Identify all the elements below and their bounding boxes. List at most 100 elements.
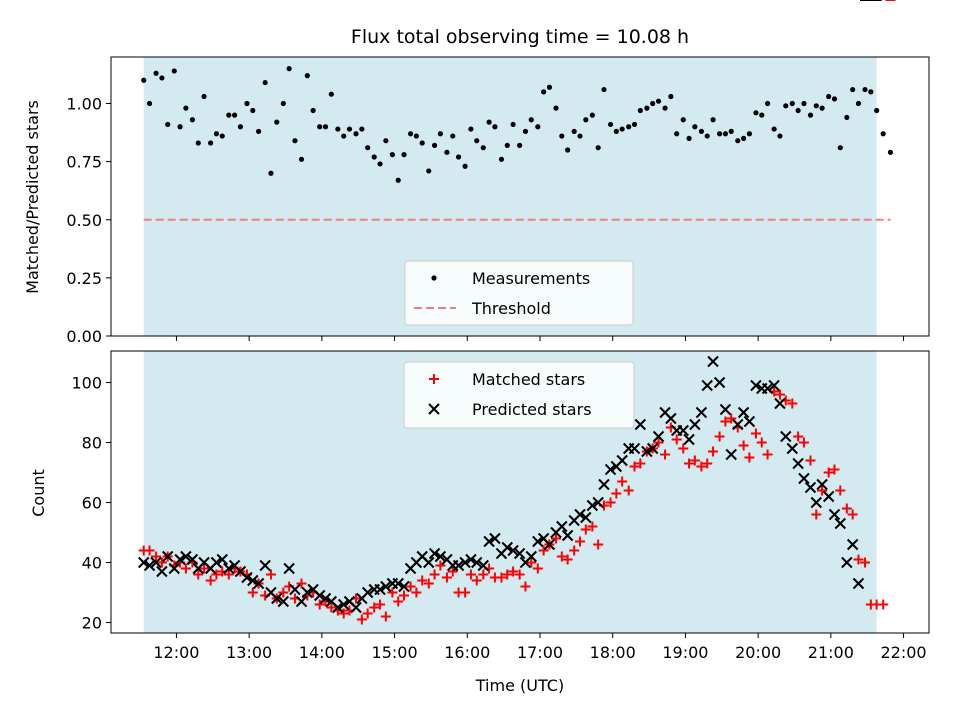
measurement-point [522,128,529,134]
predicted-star-point [780,430,792,443]
predicted-star-point [313,589,326,602]
predicted-star-point [301,586,314,599]
matched-star-point [356,614,367,625]
predicted-star-point [428,547,441,560]
top-y-tick-label: 0.50 [66,211,102,230]
predicted-star-point [628,442,641,455]
measurement-point [213,131,220,137]
matched-star-point [702,458,713,469]
matched-star-point [435,560,446,571]
matched-star-point [417,575,428,586]
predicted-star-point [223,562,235,575]
matched-star-point [447,566,458,577]
predicted-star-point [168,562,180,575]
measurement-point [244,100,250,107]
matched-star-point [393,596,404,607]
predicted-star-point [483,535,495,548]
bottom-x-tick-label: 12:00 [153,643,199,662]
measurement-point [571,128,577,134]
measurement-point [365,145,371,151]
matched-star-point [714,431,725,442]
measurement-point [304,73,310,79]
matched-star-point [265,569,276,580]
measurement-point [662,105,668,111]
top-panel: 0.00 0.25 0.50 0.75 1.00 Flux total observin… [23,26,930,346]
matched-star-point [611,488,622,499]
measurement-point [419,140,425,146]
matched-star-point [629,461,640,472]
matched-star-point [199,563,210,574]
measurement-point [346,126,353,132]
matched-star-point [798,437,809,448]
measurement-point [680,117,686,123]
matched-star-point [623,485,634,496]
measurement-point [280,100,286,107]
measurement-point [704,133,710,139]
measurement-point [165,121,171,128]
measurement-point [444,149,450,155]
predicted-star-point [186,553,199,566]
top-axes-frame [110,56,930,337]
measurement-point [577,133,583,139]
measurement-point [341,133,347,139]
measurement-point [631,121,638,128]
measurement-point [389,152,395,158]
predicted-star-point [283,562,295,575]
predicted-star-point [580,511,592,524]
measurement-point [401,152,407,158]
matched-star-point [460,587,471,598]
measurement-point [328,91,334,97]
measurement-point [837,145,843,151]
matched-stars-points [138,0,896,625]
measurement-point [735,138,741,144]
predicted-star-point [732,418,744,431]
measurement-point [777,133,783,139]
predicted-star-point [804,481,817,494]
measurement-point [450,133,456,139]
measurement-point [692,124,698,130]
measurement-point [626,124,632,130]
matched-star-point [326,602,337,613]
predicted-star-point [695,406,708,419]
measurement-point [595,145,601,151]
measurement-point [474,138,480,144]
predicted-star-point [337,598,350,611]
top-y-tick-label: 0.00 [66,327,102,346]
bottom-x-tick-label: 16:00 [444,643,490,662]
measurement-point [195,140,201,146]
top-x-ticks [175,336,905,341]
measurement-point [831,96,838,102]
measurement-point [274,119,280,125]
measurement-point [201,93,207,100]
top-legend: Measurements Threshold [404,260,634,326]
measurement-point [437,131,443,137]
predicted-star-point [834,517,846,530]
measurement-point [298,156,305,162]
measurement-point [322,124,329,130]
measurement-point [353,131,359,137]
predicted-star-point [350,601,362,614]
measurement-point [455,154,462,160]
measurement-point [383,138,389,144]
predicted-star-point [180,550,192,563]
matched-star-point [635,458,646,469]
matched-star-point [180,563,191,574]
matched-star-point [878,599,889,610]
predicted-star-point [810,496,823,509]
predicted-star-point [707,355,719,368]
measurement-point [880,131,886,137]
measurement-point [546,84,553,90]
matched-star-point [774,389,785,400]
measurement-point [601,86,607,93]
measurement-point [589,112,595,118]
predicted-star-point [604,463,617,476]
predicted-star-point [398,580,410,593]
predicted-star-point [477,559,489,572]
matched-star-point [375,599,386,610]
matched-star-point [223,569,234,580]
matched-star-point [144,545,155,556]
measurement-point [250,107,256,114]
predicted-star-point [761,382,774,395]
predicted-star-point [374,583,386,596]
